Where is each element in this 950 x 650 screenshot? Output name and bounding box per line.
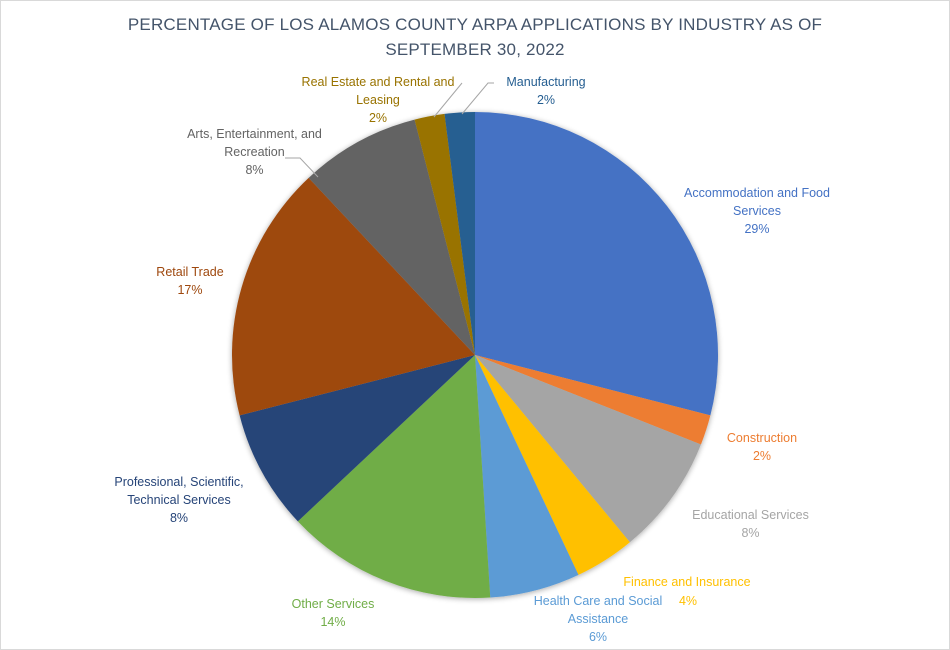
label-real-estate: Real Estate and Rental and Leasing 2% [301, 75, 455, 125]
label-manufacturing: Manufacturing 2% [506, 75, 586, 107]
chart-title-line1: PERCENTAGE OF LOS ALAMOS COUNTY ARPA APP… [127, 15, 823, 34]
pie-slice-arts-entertainment-and-recreation [308, 119, 475, 355]
label-retail-trade: Retail Trade 17% [156, 265, 224, 297]
pie-slices [231, 112, 719, 598]
pie-slice-accommodation-and-food-services [475, 112, 719, 416]
leader-lines [285, 82, 494, 178]
pie-slice-educational-services [475, 355, 701, 543]
label-finance-pct: 4% [678, 594, 698, 608]
leader-line-real-estate [433, 82, 463, 118]
pie-slice-construction [475, 355, 711, 445]
chart-title: PERCENTAGE OF LOS ALAMOS COUNTY ARPA APP… [0, 12, 950, 62]
chart-title-line2: SEPTEMBER 30, 2022 [385, 40, 565, 59]
pie-slice-real-estate-and-rental-and-leasing [414, 113, 475, 355]
label-professional: Professional, Scientific, Technical Serv… [114, 475, 244, 525]
label-arts: Arts, Entertainment, and Recreation 8% [187, 127, 322, 177]
label-educational: Educational Services 8% [692, 508, 809, 540]
pie-slice-finance-and-insurance [475, 355, 630, 575]
label-other-services: Other Services 14% [291, 597, 375, 629]
label-construction: Construction 2% [726, 431, 798, 463]
pie-slice-retail-trade [231, 177, 475, 416]
pie-slice-professional-scientific-technical-services [239, 355, 475, 522]
label-finance: Finance and Insurance [623, 575, 751, 589]
pie-slice-other-services [297, 355, 491, 598]
leader-line-arts [285, 157, 319, 178]
pie-slice-manufacturing [444, 112, 475, 355]
pie-slice-health-care-and-social-assistance [475, 355, 579, 598]
label-accommodation: Accommodation and Food Services 29% [684, 186, 830, 236]
label-health-care: Health Care and Social Assistance 6% [533, 594, 663, 644]
leader-line-manufacturing [461, 82, 494, 115]
